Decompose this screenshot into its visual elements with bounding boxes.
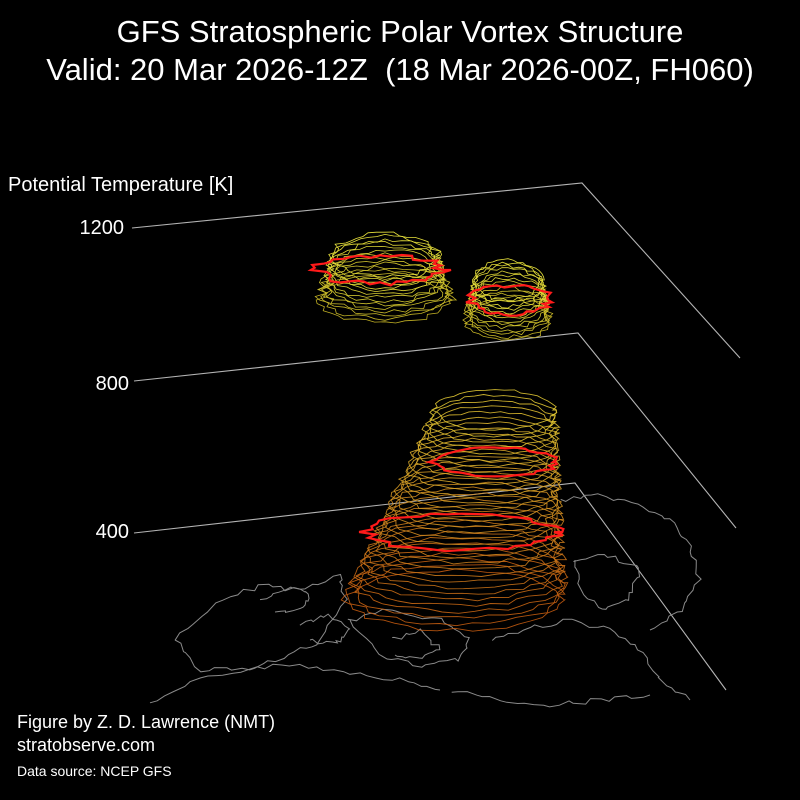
data-source: Data source: NCEP GFS [17, 763, 172, 779]
isosurface-contour [417, 421, 557, 467]
isosurface-contour [431, 389, 558, 431]
isosurface-contour [340, 568, 566, 632]
isosurface-contour [380, 497, 565, 552]
isosurface-contour [327, 241, 446, 290]
coastline [560, 493, 702, 631]
coastline [491, 618, 691, 701]
grid-line [133, 482, 727, 691]
isosurface-contour [472, 261, 546, 303]
isosurface-contour [387, 481, 560, 534]
isosurface-contour [388, 477, 564, 528]
vortex-edge-contour [358, 512, 565, 553]
z-tick-label: 1200 [79, 217, 125, 239]
isosurface-contour [473, 258, 545, 302]
vortex-edge-contour [465, 283, 556, 317]
isosurface-contour [393, 465, 560, 517]
isosurface-contour [327, 238, 444, 286]
website-credit: stratobserve.com [17, 735, 156, 755]
coastline [149, 663, 441, 704]
isosurface-contour [331, 231, 442, 278]
author-credit: Figure by Z. D. Lawrence (NMT) [17, 712, 276, 732]
isosurface-contour [470, 267, 547, 311]
isosurface-contour [471, 264, 547, 309]
coastline [259, 586, 310, 614]
isosurface-contour [347, 557, 566, 619]
coastline [347, 608, 470, 668]
z-tick-label: 800 [95, 373, 129, 395]
isosurface-contour [315, 275, 458, 324]
isosurface-contour [385, 486, 564, 539]
z-tick-label: 400 [95, 521, 129, 543]
isosurface-contour [314, 272, 454, 321]
isosurface-contour [401, 459, 562, 510]
vortex-lower-isosurface [340, 389, 569, 632]
isosurface-contour [316, 265, 451, 314]
grid-line [133, 332, 737, 529]
isosurface-contour [467, 286, 550, 330]
plot-axes [131, 182, 741, 691]
isosurface-contour [353, 547, 569, 607]
z-axis-label: Potential Temperature [K] [8, 174, 234, 196]
isosurface-contour [355, 542, 566, 602]
vortex-edge-contour [424, 446, 559, 478]
isosurface-contour [421, 410, 560, 455]
vortex-upper-isosurface [307, 231, 556, 341]
isosurface-contour [328, 233, 443, 282]
isosurface-contour [419, 416, 561, 462]
isosurface-contour [415, 427, 560, 473]
isosurface-contour [366, 519, 566, 577]
grid-line [131, 182, 741, 359]
isosurface-contour [397, 455, 562, 504]
isosurface-contour [359, 537, 566, 595]
coastline [299, 613, 351, 645]
coastline [573, 553, 641, 610]
isosurface-contour [463, 295, 554, 340]
isosurface-contour [375, 509, 563, 565]
coastlines [149, 493, 702, 708]
isosurface-contour [348, 552, 569, 614]
isosurface-contour [364, 525, 564, 583]
isosurface-contour [364, 530, 568, 590]
isosurface-contour [463, 290, 550, 333]
isosurface-contour [462, 299, 553, 341]
vortex-edge-contour [307, 253, 452, 287]
coastline [392, 628, 441, 659]
chart-subtitle: Valid: 20 Mar 2026-12Z (18 Mar 2026-00Z,… [46, 52, 754, 87]
isosurface-contour [424, 405, 561, 449]
isosurface-contour [404, 448, 560, 498]
isosurface-contour [319, 259, 447, 307]
chart-title: GFS Stratospheric Polar Vortex Structure [116, 14, 684, 49]
isosurface-contour [429, 394, 558, 438]
isosurface-contour [324, 249, 445, 295]
coastline [174, 573, 348, 673]
isosurface-contour [325, 246, 446, 293]
isosurface-contour [408, 437, 561, 485]
isosurface-contour [373, 504, 565, 559]
isosurface-contour [382, 492, 565, 546]
coastline [451, 691, 651, 708]
